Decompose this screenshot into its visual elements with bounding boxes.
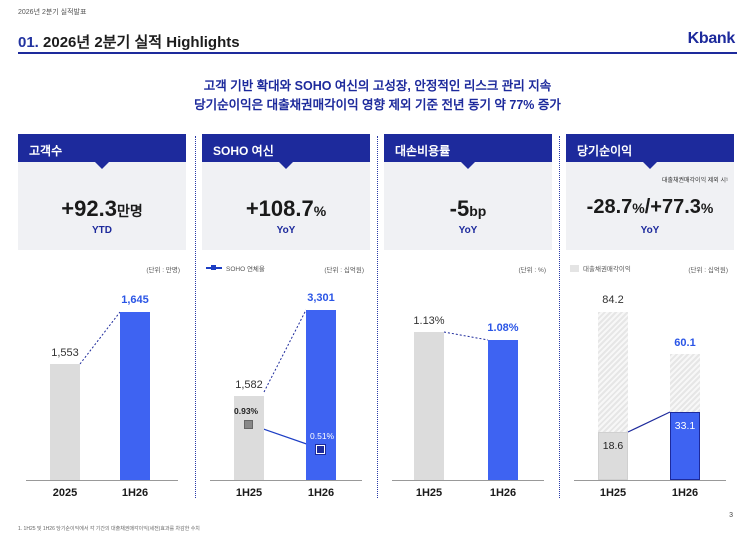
- x-label-1h25: 1H25: [415, 487, 443, 499]
- panel-divider: [195, 136, 196, 498]
- total-label-1h26: 60.1: [674, 337, 696, 349]
- line-label-1h25: 0.93%: [234, 406, 259, 416]
- bar-label-2025: 1,553: [51, 347, 79, 359]
- chart-baseline: [26, 480, 178, 481]
- panel-notch: [279, 162, 293, 169]
- panel-divider: [377, 136, 378, 498]
- legend-box-icon: [570, 264, 579, 272]
- base-label-1h26: 33.1: [674, 420, 696, 432]
- legend-soho-delinquency: SOHO 연체율: [206, 263, 265, 273]
- panel-credit-cost-ratio: 대손비용률 -5bp YoY (단위 : %) 1.13% 1.08% 1H25…: [384, 134, 552, 499]
- kpi-value: -28.7%/+77.3%: [586, 196, 714, 218]
- line-point-1h26: [315, 444, 326, 455]
- kpi-box: 대출채권매각이익 제외 시¹ -28.7%/+77.3% YoY: [566, 162, 734, 250]
- bar-1h25-loan-sale-gain: [598, 312, 628, 432]
- bar-label-1h25: 1.13%: [413, 315, 445, 327]
- kpi-value: +108.7%: [245, 196, 327, 221]
- panel-title: 고객수: [18, 134, 186, 162]
- dotted-connector: [627, 411, 671, 433]
- unit-label: (단위 : 십억원): [688, 267, 728, 274]
- kpi-value: -5bp: [449, 196, 487, 221]
- dotted-connector: [248, 309, 322, 450]
- x-label-1h25: 1H25: [599, 487, 627, 499]
- kpi-period: YoY: [276, 225, 296, 236]
- bar-1h26-loan-sale-gain: [670, 354, 700, 412]
- panel-customers: 고객수 +92.3만명 YTD (단위 : 만명) 1,553 1,645 20…: [18, 134, 186, 499]
- header-divider: [18, 52, 737, 54]
- headline-line-2: 당기순이익은 대출채권매각이익 영향 제외 기준 전년 동기 약 77% 증가: [194, 98, 561, 112]
- bar-1h25: [234, 396, 264, 480]
- panel-notch: [95, 162, 109, 169]
- bar-2025: [50, 364, 80, 480]
- chart-baseline: [392, 480, 544, 481]
- chart-baseline: [210, 480, 362, 481]
- kpi-note: 대출채권매각이익 제외 시¹: [661, 178, 728, 184]
- bar-label-1h26: 3,301: [307, 292, 335, 304]
- x-label-1h25: 1H25: [235, 487, 263, 499]
- panel-net-income: 당기순이익 대출채권매각이익 제외 시¹ -28.7%/+77.3% YoY 대…: [566, 134, 734, 499]
- total-label-1h25: 84.2: [602, 294, 624, 306]
- page-number: 3: [729, 512, 733, 519]
- panel-title: SOHO 여신: [202, 134, 370, 162]
- headline-line-1: 고객 기반 확대와 SOHO 여신의 고성장, 안정적인 리스크 관리 지속: [203, 79, 552, 93]
- panel-soho-loans: SOHO 여신 +108.7% YoY SOHO 연체율 (단위 : 십억원) …: [202, 134, 370, 499]
- bar-1h25-excl: [598, 432, 628, 480]
- bar-label-1h25: 1,582: [235, 379, 263, 391]
- base-label-1h25: 18.6: [602, 440, 624, 452]
- bar-1h26: [488, 340, 518, 480]
- bar-label-1h26: 1,645: [121, 294, 149, 306]
- bar-1h26: [120, 312, 150, 480]
- x-label-1h26: 1H26: [671, 487, 699, 499]
- panel-notch: [643, 162, 657, 169]
- bar-1h25: [414, 332, 444, 480]
- footnote: 1. 1H25 및 1H26 당기순이익에서 각 기간의 대출채권매각이익(세전…: [18, 526, 200, 532]
- kpi-period: YoY: [458, 225, 478, 236]
- panel-divider: [559, 136, 560, 498]
- unit-label: (단위 : 만명): [146, 267, 180, 274]
- panel-title: 당기순이익: [566, 134, 734, 162]
- unit-label: (단위 : %): [518, 267, 547, 274]
- legend-line-icon: [206, 265, 222, 270]
- section-number: 01.: [18, 34, 39, 51]
- kpi-value: +92.3만명: [61, 196, 143, 221]
- dotted-connector: [79, 311, 121, 365]
- kpi-period: YoY: [640, 225, 660, 236]
- bar-1h26: [306, 310, 336, 480]
- unit-label: (단위 : 십억원): [324, 267, 364, 274]
- x-label-1h26: 1H26: [121, 487, 149, 499]
- page-title: 01. 2026년 2분기 실적 Highlights: [18, 31, 240, 52]
- line-point-1h25: [244, 420, 253, 429]
- kpi-period: YTD: [92, 225, 112, 236]
- bar-label-1h26: 1.08%: [487, 322, 519, 334]
- legend-loan-sale-gain: 대출채권매각이익: [570, 263, 631, 273]
- bar-1h26-excl: [670, 412, 700, 480]
- document-label: 2026년 2분기 실적발표: [18, 9, 87, 16]
- chart-baseline: [574, 480, 726, 481]
- dotted-connector: [443, 331, 489, 341]
- x-label-1h26: 1H26: [307, 487, 335, 499]
- kbank-logo: Kbank: [687, 30, 736, 47]
- line-label-1h26: 0.51%: [310, 431, 335, 441]
- x-label-1h26: 1H26: [489, 487, 517, 499]
- kpi-box: +108.7% YoY: [202, 162, 370, 250]
- panel-title: 대손비용률: [384, 134, 552, 162]
- panel-notch: [461, 162, 475, 169]
- kpi-box: -5bp YoY: [384, 162, 552, 250]
- x-label-2025: 2025: [52, 487, 78, 499]
- section-title: 2026년 2분기 실적 Highlights: [43, 34, 240, 51]
- kpi-box: +92.3만명 YTD: [18, 162, 186, 250]
